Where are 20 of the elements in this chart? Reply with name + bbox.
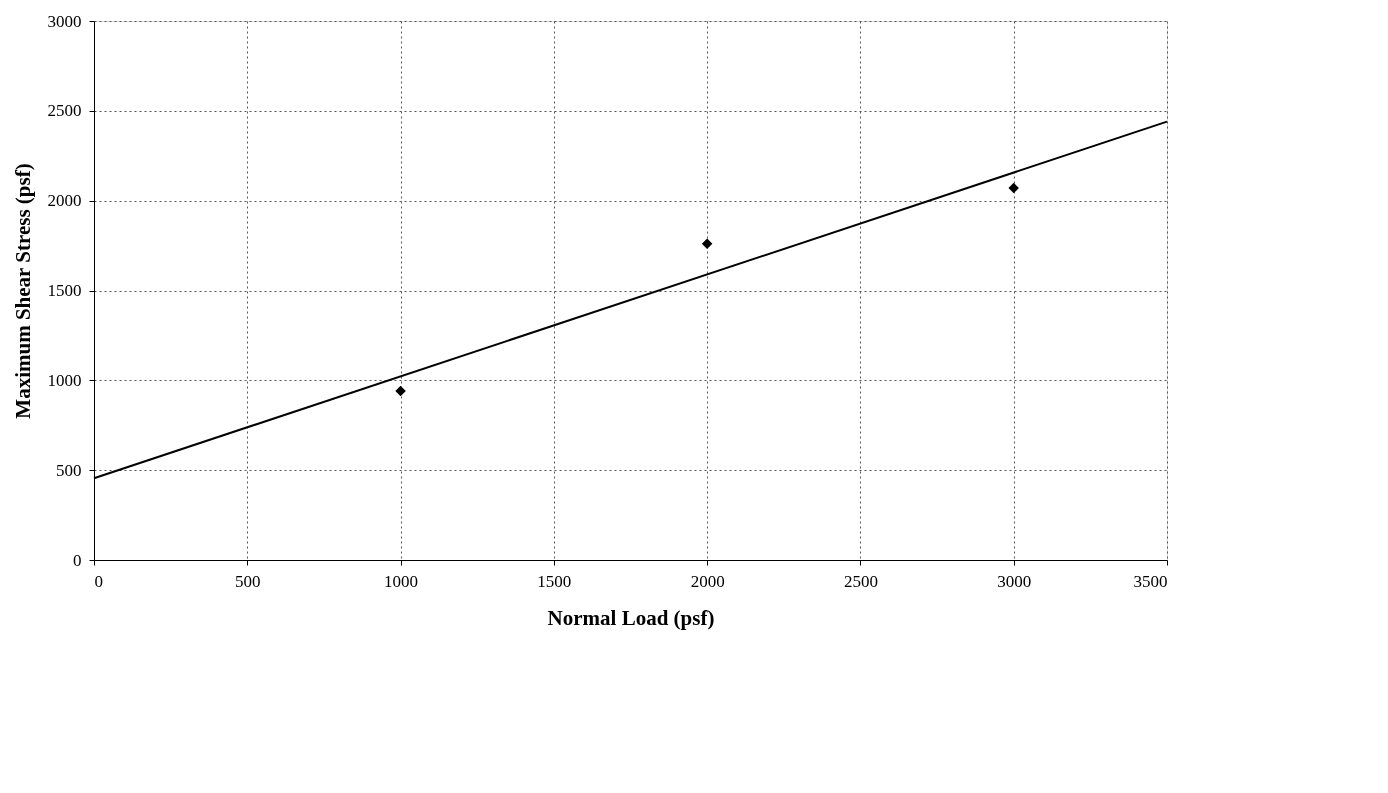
point (395, 385, 406, 397)
y-tick-label: 3000 (47, 11, 82, 31)
y-tick-label: 1000 (47, 370, 82, 390)
x-tick-label: 1000 (384, 571, 419, 591)
x-tick-label: 3500 (1133, 571, 1168, 591)
y-tick-label: 1500 (47, 281, 82, 300)
x-axis-title: Normal Load (psf) (547, 605, 715, 630)
y-tick-label: 2000 (47, 191, 82, 211)
x-tick-label: 0 (94, 571, 103, 591)
y-tick-label: 500 (56, 460, 82, 480)
y-tick-label: 0 (73, 550, 82, 570)
x-tick-label: 2000 (690, 571, 725, 591)
y-axis-title: Maximum Shear Stress (psf) (10, 163, 35, 419)
point (1008, 182, 1019, 194)
y-tick-label: 2500 (47, 101, 82, 121)
x-tick-label: 3000 (997, 571, 1032, 591)
x-tick-label: 1500 (537, 571, 572, 591)
x-tick-label: 2500 (843, 571, 878, 591)
x-tick-label: 500 (235, 571, 261, 591)
point (701, 238, 713, 250)
